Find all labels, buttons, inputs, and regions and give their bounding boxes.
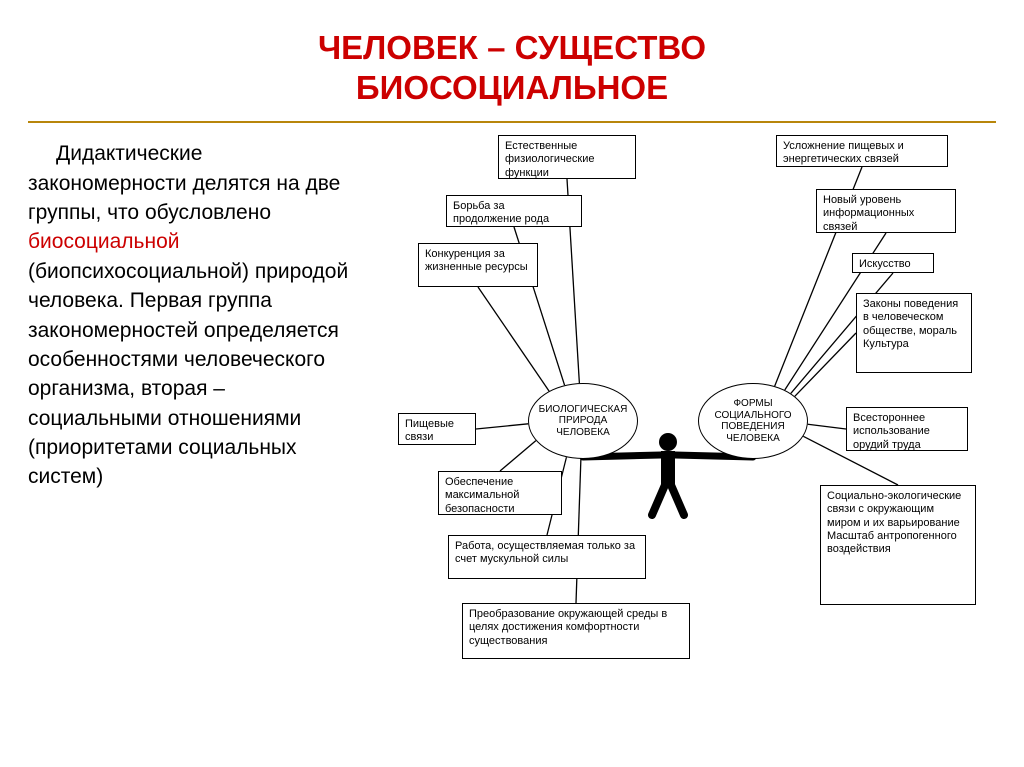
title-line-2: БИОСОЦИАЛЬНОЕ [0, 68, 1024, 108]
left-column: Дидактические закономерности делятся на … [28, 135, 368, 705]
title-divider [28, 121, 996, 123]
para-text-2: (биопсихосоциальной) природой человека. … [28, 260, 348, 489]
content-row: Дидактические закономерности делятся на … [0, 135, 1024, 705]
box-b5: Обеспечение максимальной безопасности [438, 471, 562, 515]
box-s6: Социально-экологические связи с окружающ… [820, 485, 976, 605]
box-s3: Искусство [852, 253, 934, 273]
box-b6: Работа, осуществляемая только за счет му… [448, 535, 646, 579]
paragraph: Дидактические закономерности делятся на … [28, 139, 356, 492]
title-line-1: ЧЕЛОВЕК – СУЩЕСТВО [0, 28, 1024, 68]
box-s1: Усложнение пищевых и энергетических связ… [776, 135, 948, 167]
box-b1: Естественные физиологические функции [498, 135, 636, 179]
para-highlight: биосоциальной [28, 230, 180, 253]
node-soc: ФОРМЫ СОЦИАЛЬНОГО ПОВЕДЕНИЯ ЧЕЛОВЕКА [698, 383, 808, 459]
concept-diagram: БИОЛОГИЧЕСКАЯ ПРИРОДА ЧЕЛОВЕКА ФОРМЫ СОЦИ… [368, 135, 988, 705]
box-b3: Конкуренция за жизненные ресурсы [418, 243, 538, 287]
page-title: ЧЕЛОВЕК – СУЩЕСТВО БИОСОЦИАЛЬНОЕ [0, 0, 1024, 121]
box-b4: Пищевые связи [398, 413, 476, 445]
node-bio: БИОЛОГИЧЕСКАЯ ПРИРОДА ЧЕЛОВЕКА [528, 383, 638, 459]
box-s2: Новый уровень информационных связей [816, 189, 956, 233]
para-text-1: Дидактические закономерности делятся на … [28, 142, 340, 224]
box-b7: Преобразование окружающей среды в целях … [462, 603, 690, 659]
box-s5: Всестороннее использование орудий труда [846, 407, 968, 451]
box-s4: Законы поведения в человеческом обществе… [856, 293, 972, 373]
box-b2: Борьба за продолжение рода [446, 195, 582, 227]
